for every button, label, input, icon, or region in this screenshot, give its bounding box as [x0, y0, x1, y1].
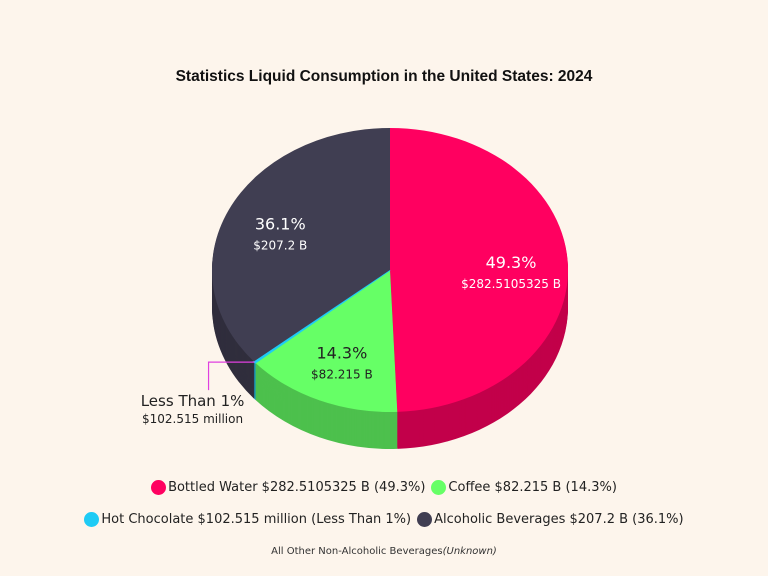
callout-line — [207, 361, 255, 391]
legend-row-2: Hot Chocolate $102.515 million (Less Tha… — [0, 512, 768, 527]
callout-label-value: $102.515 million — [142, 412, 243, 426]
legend-row-1: Bottled Water $282.5105325 B (49.3%) Cof… — [0, 480, 768, 495]
slice-coffee[interactable] — [255, 270, 398, 412]
legend-item-hot-chocolate[interactable]: Hot Chocolate $102.515 million (Less Tha… — [84, 512, 411, 527]
legend-item-coffee[interactable]: Coffee $82.215 B (14.3%) — [431, 480, 617, 495]
slice-bottled-water[interactable] — [390, 128, 568, 412]
legend-label: Coffee $82.215 B (14.3%) — [448, 480, 617, 495]
slice-alcoholic-beverages[interactable] — [211, 128, 390, 362]
legend-item-alcoholic-beverages[interactable]: Alcoholic Beverages $207.2 B (36.1%) — [417, 512, 684, 527]
data-label-value: $282.5105325 B — [461, 277, 561, 291]
legend-swatch — [84, 512, 100, 527]
data-label-value: $82.215 B — [311, 368, 373, 382]
legend-label: Hot Chocolate $102.515 million (Less Tha… — [101, 512, 412, 527]
legend-swatch — [431, 480, 447, 495]
legend-label: Bottled Water $282.5105325 B (49.3%) — [168, 480, 426, 495]
data-label-percent: 36.1% — [255, 214, 306, 233]
chart-title: Statistics Liquid Consumption in the Uni… — [175, 68, 593, 85]
legend-swatch — [151, 480, 167, 495]
data-label-percent: 14.3% — [316, 344, 367, 363]
data-label-value: $207.2 B — [253, 238, 307, 252]
legend-label: Alcoholic Beverages $207.2 B (36.1%) — [434, 512, 684, 527]
legend-swatch — [417, 512, 433, 527]
footnote: All Other Non-Alcoholic Beverages(Unknow… — [0, 546, 768, 557]
callout-label-percent: Less Than 1% — [141, 392, 245, 410]
data-label-percent: 49.3% — [486, 253, 537, 272]
footnote-text: All Other Non-Alcoholic Beverages — [271, 546, 443, 557]
legend-item-bottled-water[interactable]: Bottled Water $282.5105325 B (49.3%) — [151, 480, 425, 495]
footnote-italic: (Unknown) — [442, 546, 497, 557]
